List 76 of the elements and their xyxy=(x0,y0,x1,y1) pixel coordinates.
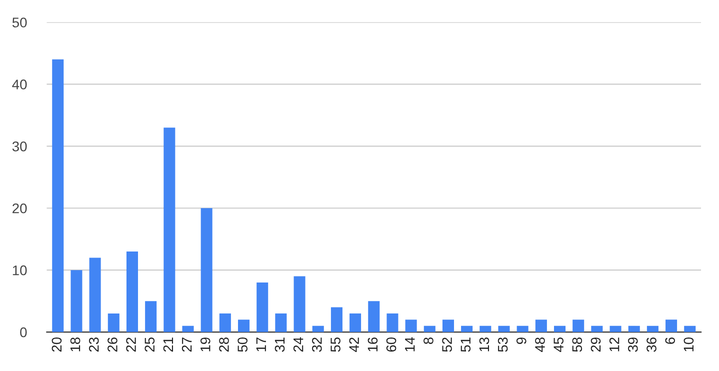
y-tick-label: 0 xyxy=(20,327,27,338)
x-tick-label: 51 xyxy=(460,338,471,352)
x-tick-label: 53 xyxy=(498,338,508,352)
bar xyxy=(516,326,528,332)
bar xyxy=(164,128,176,332)
x-tick-label: 8 xyxy=(424,338,434,344)
y-tick-label: 50 xyxy=(12,18,27,28)
bar xyxy=(89,258,101,332)
x-tick-label: 32 xyxy=(312,338,322,352)
bar xyxy=(386,313,398,332)
x-tick-label: 18 xyxy=(70,338,80,352)
bar xyxy=(610,326,622,332)
x-tick-label: 22 xyxy=(126,338,136,352)
x-tick-label: 19 xyxy=(200,338,210,352)
x-tick-label: 28 xyxy=(219,338,229,352)
bar xyxy=(424,326,436,332)
x-tick-label: 24 xyxy=(293,337,304,352)
x-tick-label: 55 xyxy=(330,337,340,352)
bar xyxy=(108,313,120,332)
bar xyxy=(294,276,306,332)
x-tick-label: 6 xyxy=(665,338,676,344)
x-tick-label: 21 xyxy=(163,338,174,352)
bar xyxy=(646,326,658,332)
bar xyxy=(405,320,417,332)
bar xyxy=(442,320,454,332)
bar xyxy=(256,282,268,332)
bar xyxy=(684,326,696,332)
x-tick-label: 39 xyxy=(628,338,638,352)
y-tick-label: 40 xyxy=(12,80,27,90)
x-tick-label: 14 xyxy=(405,337,415,352)
x-tick-label: 29 xyxy=(590,338,601,352)
bar xyxy=(219,313,231,332)
x-tick-label: 42 xyxy=(349,338,359,352)
x-tick-label: 13 xyxy=(479,338,490,352)
x-tick-label: 45 xyxy=(554,337,564,352)
bar xyxy=(145,301,157,332)
bar xyxy=(200,208,212,332)
bar xyxy=(182,326,194,332)
y-tick-label: 20 xyxy=(12,203,27,214)
bar xyxy=(52,59,64,332)
x-tick-label: 48 xyxy=(535,338,545,352)
x-tick-label: 52 xyxy=(442,338,452,352)
bar xyxy=(498,326,510,332)
x-tick-label: 26 xyxy=(108,338,118,352)
x-tick-label: 36 xyxy=(646,338,656,352)
y-tick-label: 30 xyxy=(12,142,27,152)
x-tick-label: 27 xyxy=(182,338,192,352)
x-tick-label: 16 xyxy=(368,338,378,352)
x-tick-label: 23 xyxy=(88,338,99,352)
x-tick-label: 17 xyxy=(256,338,266,352)
bar xyxy=(591,326,603,332)
x-tick-label: 9 xyxy=(516,338,526,344)
x-tick-label: 58 xyxy=(572,338,582,352)
bar xyxy=(628,326,640,332)
bar xyxy=(126,252,138,332)
bar xyxy=(480,326,492,332)
bar xyxy=(554,326,566,332)
x-tick-label: 50 xyxy=(238,337,248,352)
x-tick-label: 25 xyxy=(144,337,155,352)
bar xyxy=(572,320,584,332)
bar xyxy=(368,301,380,332)
x-tick-label: 12 xyxy=(609,338,620,352)
bar xyxy=(666,320,678,332)
bar xyxy=(312,326,324,332)
bar xyxy=(275,313,287,332)
bar xyxy=(461,326,473,332)
x-tick-label: 60 xyxy=(386,337,396,352)
bar xyxy=(350,313,362,332)
y-tick-label: 10 xyxy=(12,265,27,276)
bar xyxy=(330,307,342,332)
bar xyxy=(70,270,82,332)
x-tick-label: 10 xyxy=(684,337,694,352)
x-tick-label: 20 xyxy=(52,337,62,352)
x-tick-label: 31 xyxy=(274,338,285,352)
bar xyxy=(238,320,250,332)
bar xyxy=(535,320,547,332)
